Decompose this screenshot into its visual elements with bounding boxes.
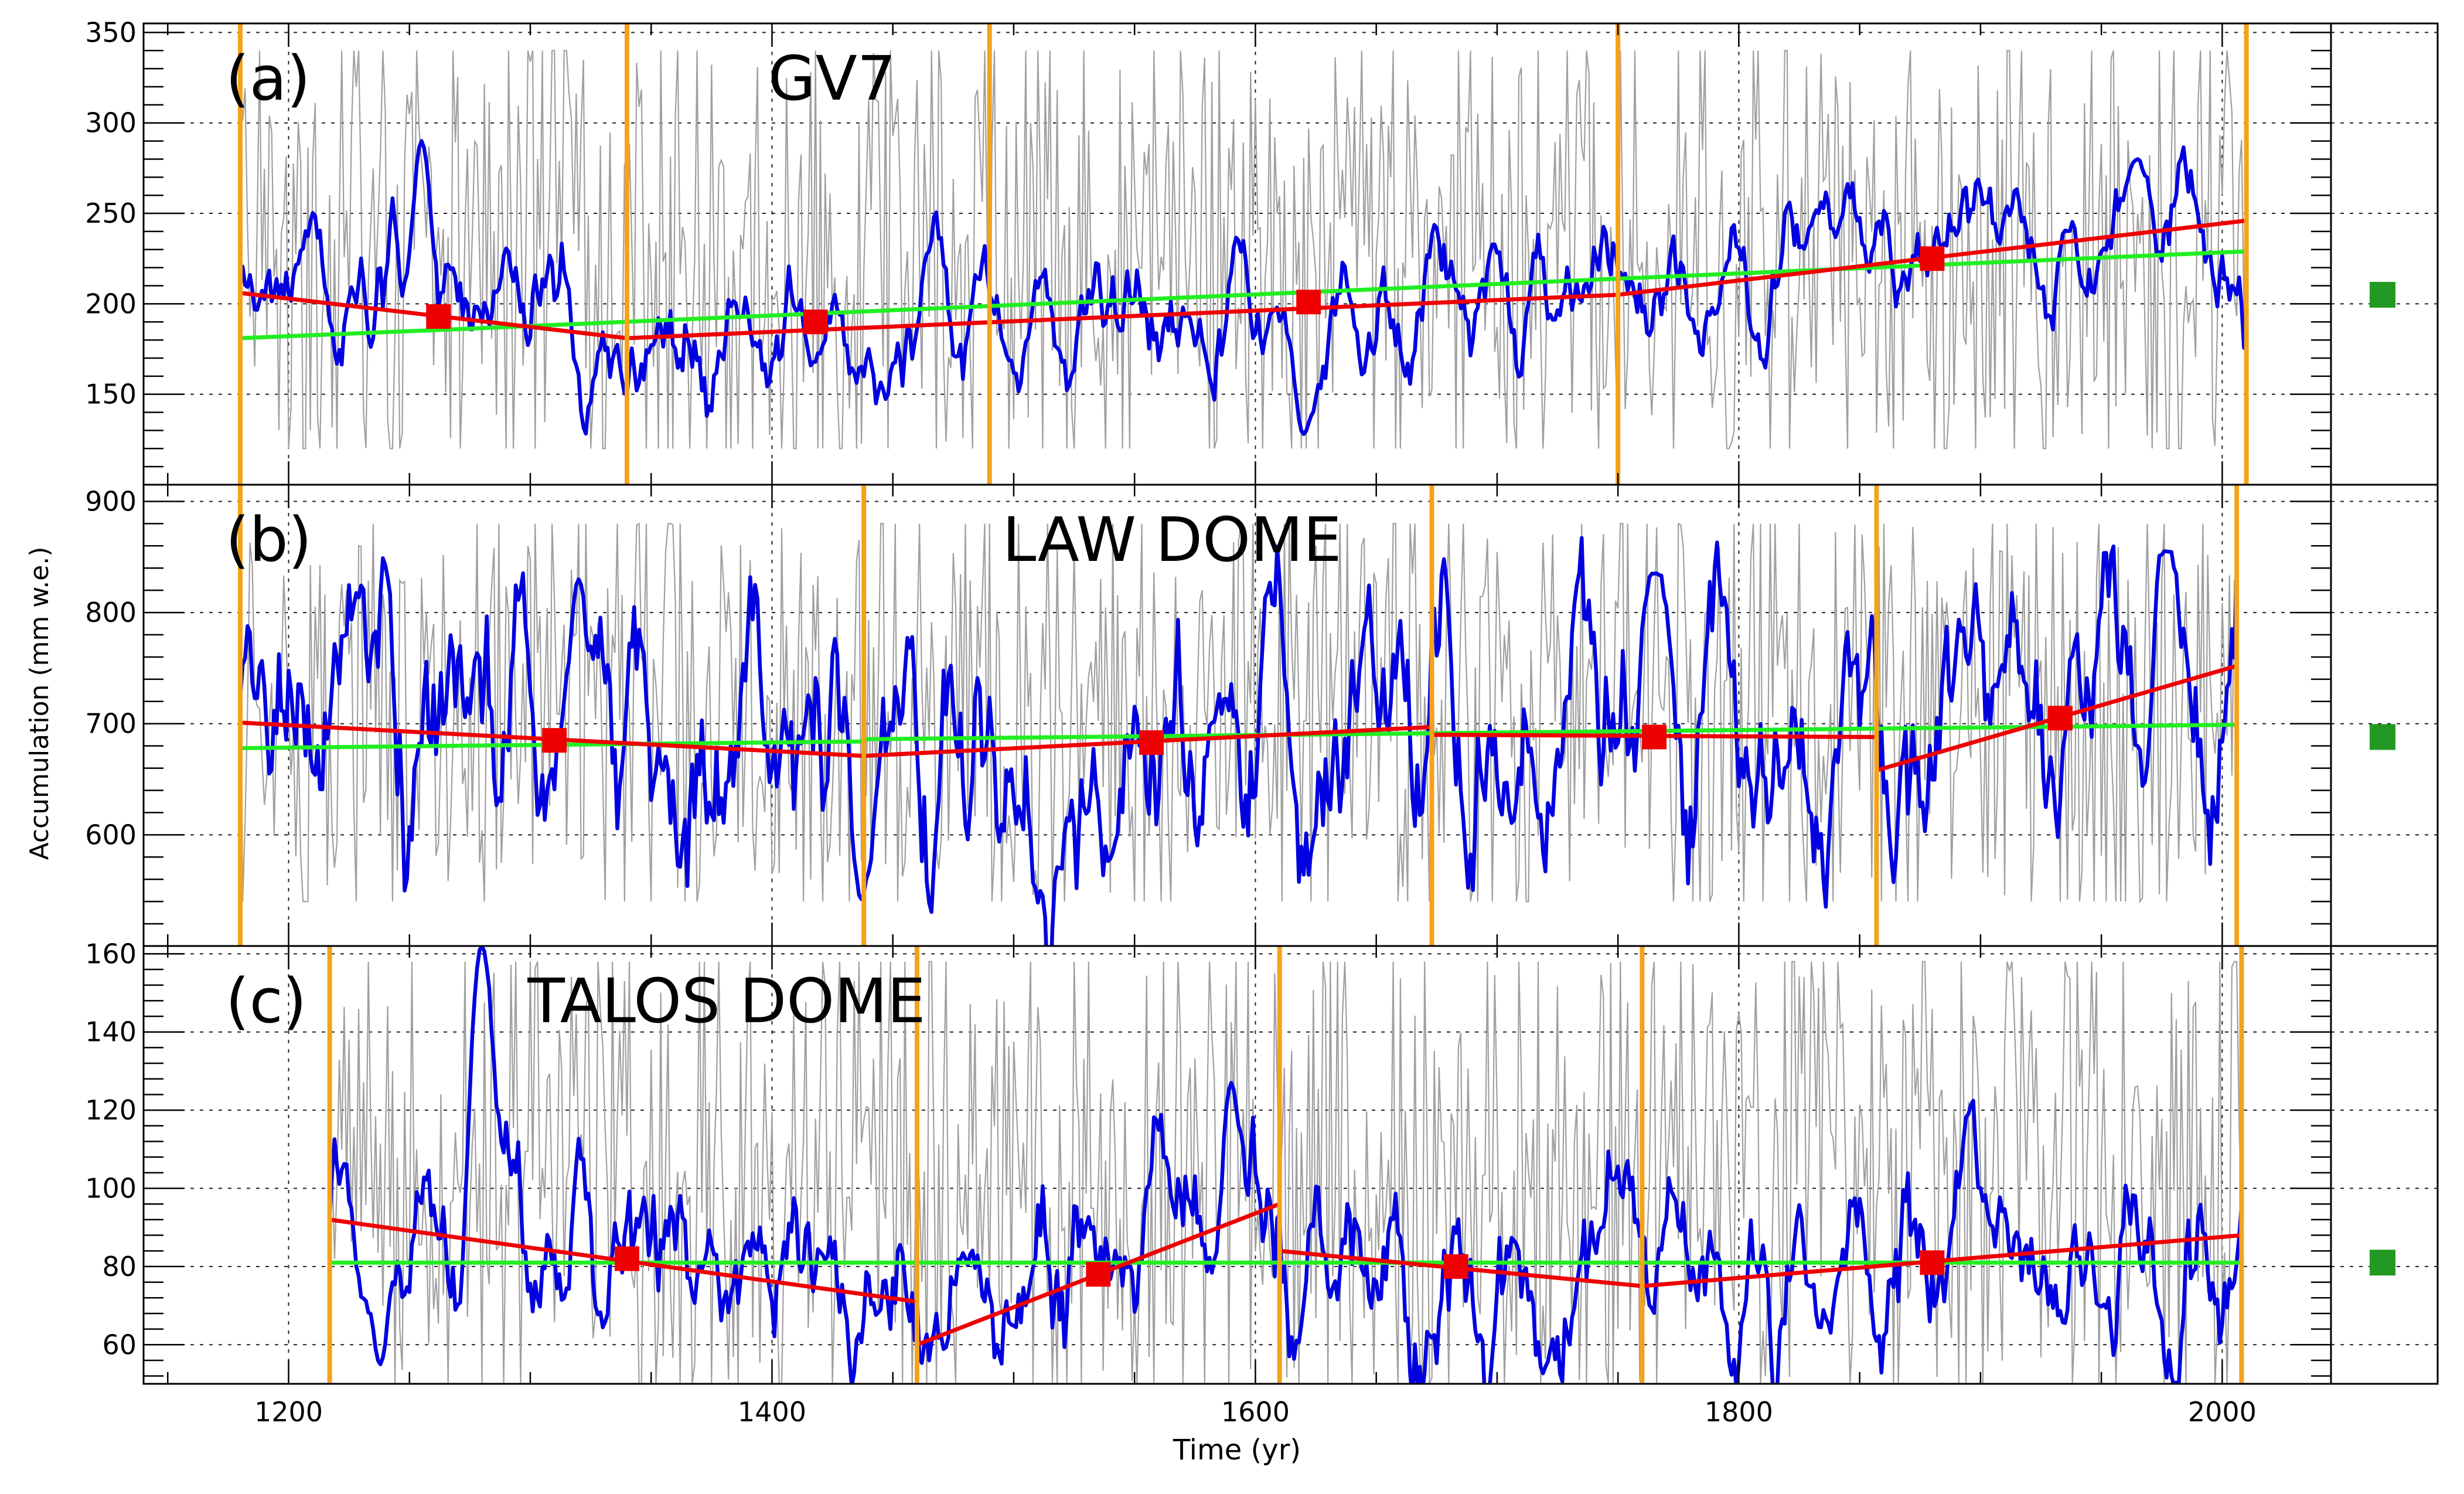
segment-mean-marker — [1920, 246, 1945, 271]
overall-mean-marker — [2370, 724, 2395, 750]
y-tick-label: 120 — [85, 1094, 137, 1126]
long-trend-line — [458, 249, 2247, 332]
segment-mean-marker — [1086, 1262, 1111, 1287]
y-tick-label: 250 — [85, 198, 137, 229]
y-tick-label: 80 — [102, 1251, 137, 1282]
y-tick-label: 150 — [85, 379, 137, 410]
y-tick-label: 300 — [85, 107, 137, 139]
mean-box-frame — [2330, 484, 2439, 947]
x-tick-label: 1800 — [1705, 1396, 1773, 1428]
panel-label: (b) — [226, 504, 312, 576]
mean-box-frame — [2330, 22, 2439, 486]
smoothed-series-line — [328, 946, 2244, 1384]
segment-mean-marker — [803, 309, 828, 335]
x-tick-label: 1200 — [254, 1396, 323, 1428]
x-axis-label: Time (yr) — [1173, 1434, 1301, 1466]
x-tick-label: 1400 — [738, 1396, 806, 1428]
y-tick-label: 160 — [85, 938, 137, 969]
plot-area — [144, 485, 2331, 946]
panels: 150 200 250 300 350 (a) GV7 600 700 800 900 (b) LAW … — [85, 16, 2439, 1385]
panel-label: (c) — [226, 965, 306, 1037]
panel-2: 600 700 800 900 (b) LAW DOME — [85, 484, 2439, 947]
segment-mean-marker — [1443, 1254, 1468, 1279]
segment-mean-marker — [1139, 730, 1164, 755]
panel-label: (a) — [226, 43, 311, 114]
long-trend-line — [240, 327, 458, 341]
x-axis: 1200 1400 1600 1800 2000 — [254, 1396, 2257, 1428]
y-tick-label: 140 — [85, 1016, 137, 1048]
panel-title: LAW DOME — [1002, 504, 1341, 576]
long-trend-line — [864, 723, 2237, 741]
y-tick-label: 700 — [85, 708, 137, 740]
y-tick-label: 350 — [85, 16, 137, 48]
y-tick-label: 200 — [85, 288, 137, 319]
segment-mean-marker — [1296, 290, 1321, 315]
segment-trend-line — [626, 292, 1618, 341]
plot-area — [144, 946, 2331, 1384]
y-axis-label: Accumulation (mm w.e.) — [25, 547, 54, 860]
x-tick-label: 2000 — [2188, 1396, 2257, 1428]
panel-title: TALOS DOME — [527, 965, 925, 1037]
panel-title: GV7 — [768, 43, 896, 114]
overall-mean-marker — [2370, 281, 2395, 308]
panel-3: 60 80 100 120 140 160 (c) TALOS DOME — [85, 938, 2439, 1385]
mean-box-frame — [2330, 945, 2439, 1385]
annual-series-line — [239, 50, 2247, 450]
y-tick-label: 900 — [85, 485, 137, 517]
y-tick-label: 100 — [85, 1173, 137, 1204]
y-tick-label: 600 — [85, 819, 137, 850]
annual-series-line — [239, 522, 2238, 904]
y-tick-label: 800 — [85, 597, 137, 628]
segment-mean-marker — [614, 1246, 639, 1271]
segment-mean-marker — [426, 304, 451, 329]
overall-mean-marker — [2370, 1250, 2395, 1276]
x-tick-label: 1600 — [1221, 1396, 1290, 1428]
y-tick-label: 60 — [102, 1329, 137, 1360]
segment-mean-marker — [2048, 706, 2073, 731]
plot-area — [144, 23, 2331, 485]
segment-mean-marker — [1920, 1250, 1945, 1275]
panel-1: 150 200 250 300 350 (a) GV7 — [85, 16, 2439, 486]
segment-mean-marker — [1642, 724, 1667, 750]
segment-mean-marker — [542, 728, 567, 753]
